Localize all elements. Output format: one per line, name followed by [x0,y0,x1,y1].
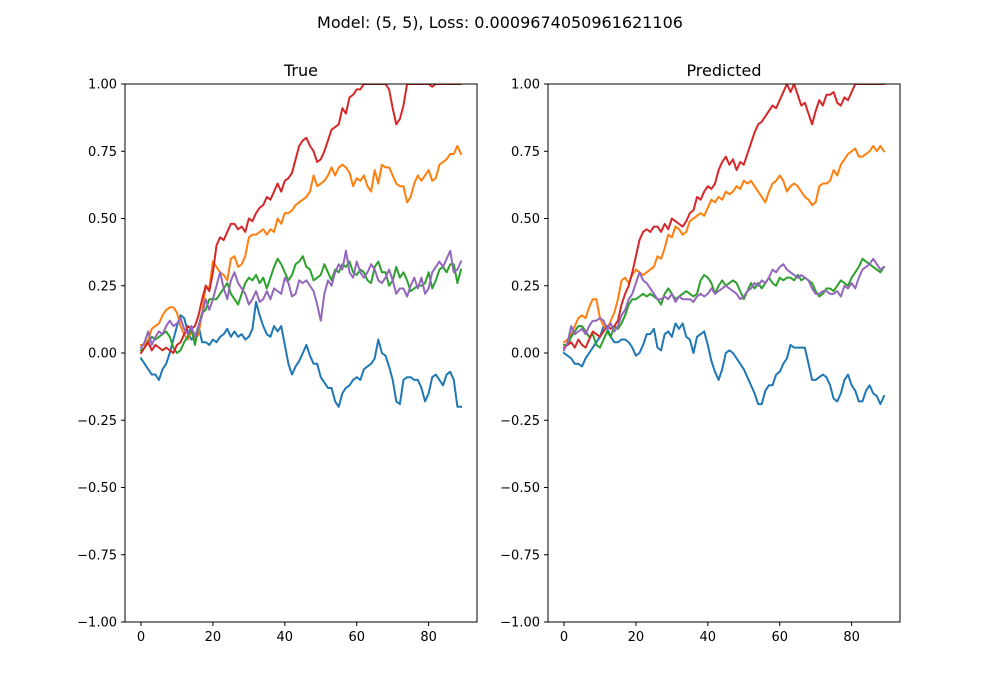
predicted-series-4-line [562,84,885,350]
predicted-x-tick-label: 60 [771,630,788,645]
predicted-x-tick-label: 0 [560,630,568,645]
predicted-y-tick-label: 0.00 [511,347,540,362]
true-x-tick-label: 0 [137,630,145,645]
true-y-tick-label: −1.00 [77,616,117,631]
true-x-tick-label: 80 [420,630,437,645]
true-y-tick-label: −0.75 [77,548,117,563]
true-y-tick-label: 0.25 [88,279,117,294]
true-y-tick-label: −0.25 [77,414,117,429]
true-x-tick-label: 40 [277,630,294,645]
figure-suptitle: Model: (5, 5), Loss: 0.00096740509616211… [317,13,683,32]
true-title: True [283,61,318,80]
true-y-tick-label: 0.50 [88,212,117,227]
predicted-y-tick-label: 0.50 [511,212,540,227]
predicted-y-tick-label: −0.75 [500,548,540,563]
predicted-y-tick-label: −0.50 [500,481,540,496]
true-x-tick-label: 60 [348,630,365,645]
predicted-x-tick-label: 40 [700,630,717,645]
subplot-true: 0 20 40 60 80 −1.00 −0.75 −0.50 −0.25 0.00 0.25 0.5… [77,61,478,645]
true-y-tick-label: 0.75 [88,145,117,160]
true-series-3-line [139,255,463,354]
predicted-title: Predicted [686,61,761,80]
true-series-4-line [139,84,462,355]
true-plot-area [139,84,463,408]
predicted-y-tick-label: 0.25 [511,279,540,294]
predicted-x-tick-label: 20 [628,630,645,645]
predicted-y-tick-label: −0.25 [500,414,540,429]
true-y-tick-label: 1.00 [88,78,117,93]
predicted-series-1-line [562,322,886,406]
predicted-y-tick-label: −1.00 [500,616,540,631]
true-y-tick-label: 0.00 [88,347,117,362]
predicted-plot-area [562,84,886,406]
predicted-series-5-line [562,257,886,352]
predicted-x-tick-label: 80 [843,630,860,645]
true-series-5-line [139,249,463,350]
subplot-predicted: 0 20 40 60 80 −1.00 −0.75 −0.50 −0.25 0.00 0.25 0.5… [500,61,901,645]
predicted-series-2-line [562,144,886,344]
true-x-tick-label: 20 [205,630,222,645]
predicted-y-tick-label: 1.00 [511,78,540,93]
predicted-y-tick-label: 0.75 [511,145,540,160]
true-y-tick-label: −0.50 [77,481,117,496]
